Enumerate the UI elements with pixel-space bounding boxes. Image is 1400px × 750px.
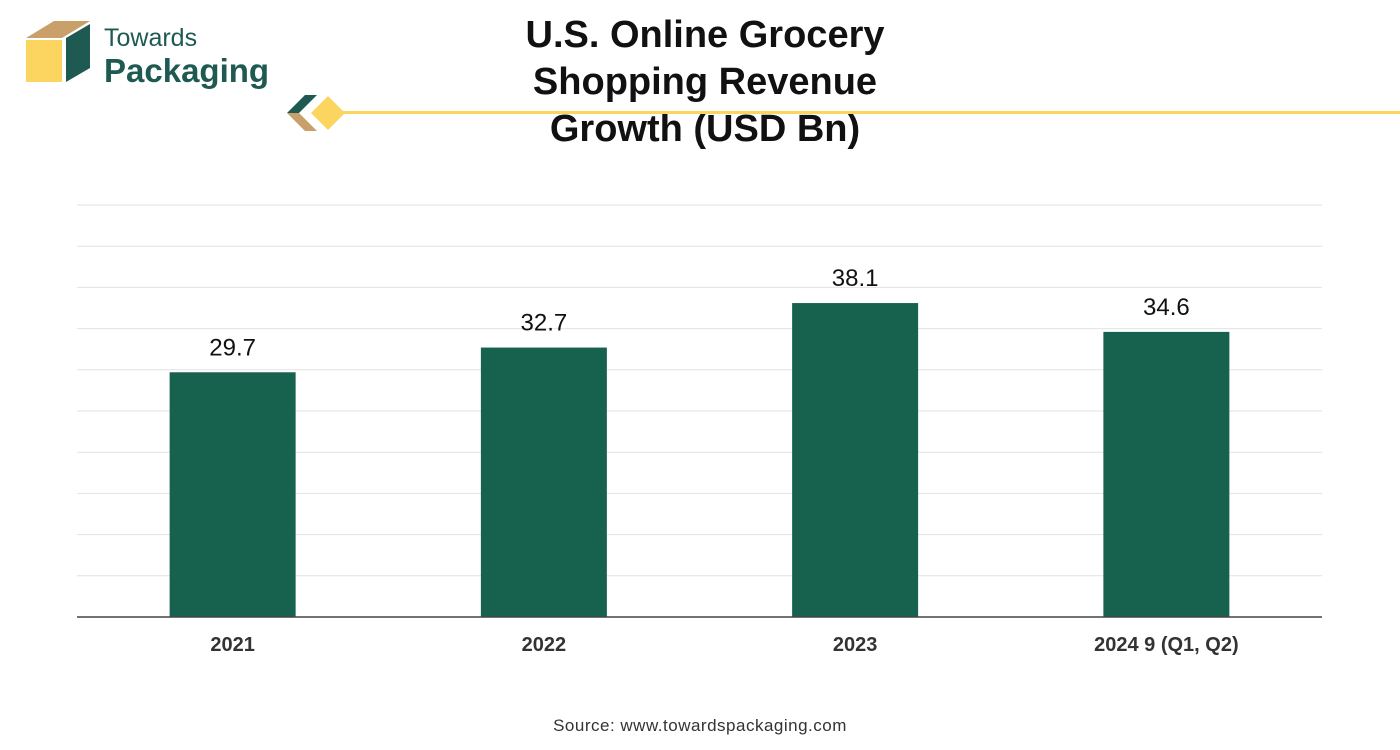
data-label: 29.7 [209, 334, 256, 361]
data-label: 38.1 [832, 265, 879, 292]
chart-title-line1: U.S. Online Grocery Shopping Revenue [525, 14, 885, 103]
x-tick-label: 2024 9 (Q1, Q2) [1094, 634, 1239, 656]
box-icon [26, 21, 90, 82]
source-note: Source: www.towardspackaging.com [553, 716, 847, 735]
chart-title: U.S. Online Grocery Shopping Revenue Gro… [440, 12, 970, 153]
x-tick-label: 2021 [210, 634, 255, 656]
chart-title-line2: Growth (USD Bn) [549, 108, 861, 150]
title-divider [287, 95, 1400, 131]
divider-diamond-tan [287, 113, 317, 131]
data-label: 32.7 [521, 310, 568, 337]
bar [169, 372, 296, 617]
brand-logo: Towards Packaging [24, 14, 284, 94]
bar [1103, 331, 1230, 617]
divider-line [343, 111, 1400, 114]
brand-name-line1: Towards [104, 24, 198, 52]
bar [480, 347, 607, 617]
divider-diamond-yellow [311, 96, 345, 130]
bar [792, 303, 919, 617]
x-tick-label: 2022 [522, 634, 567, 656]
divider-diamond-green [287, 95, 317, 113]
x-tick-label: 2023 [833, 634, 878, 656]
brand-name-line2: Packaging [104, 52, 270, 89]
data-label: 34.6 [1143, 294, 1190, 321]
